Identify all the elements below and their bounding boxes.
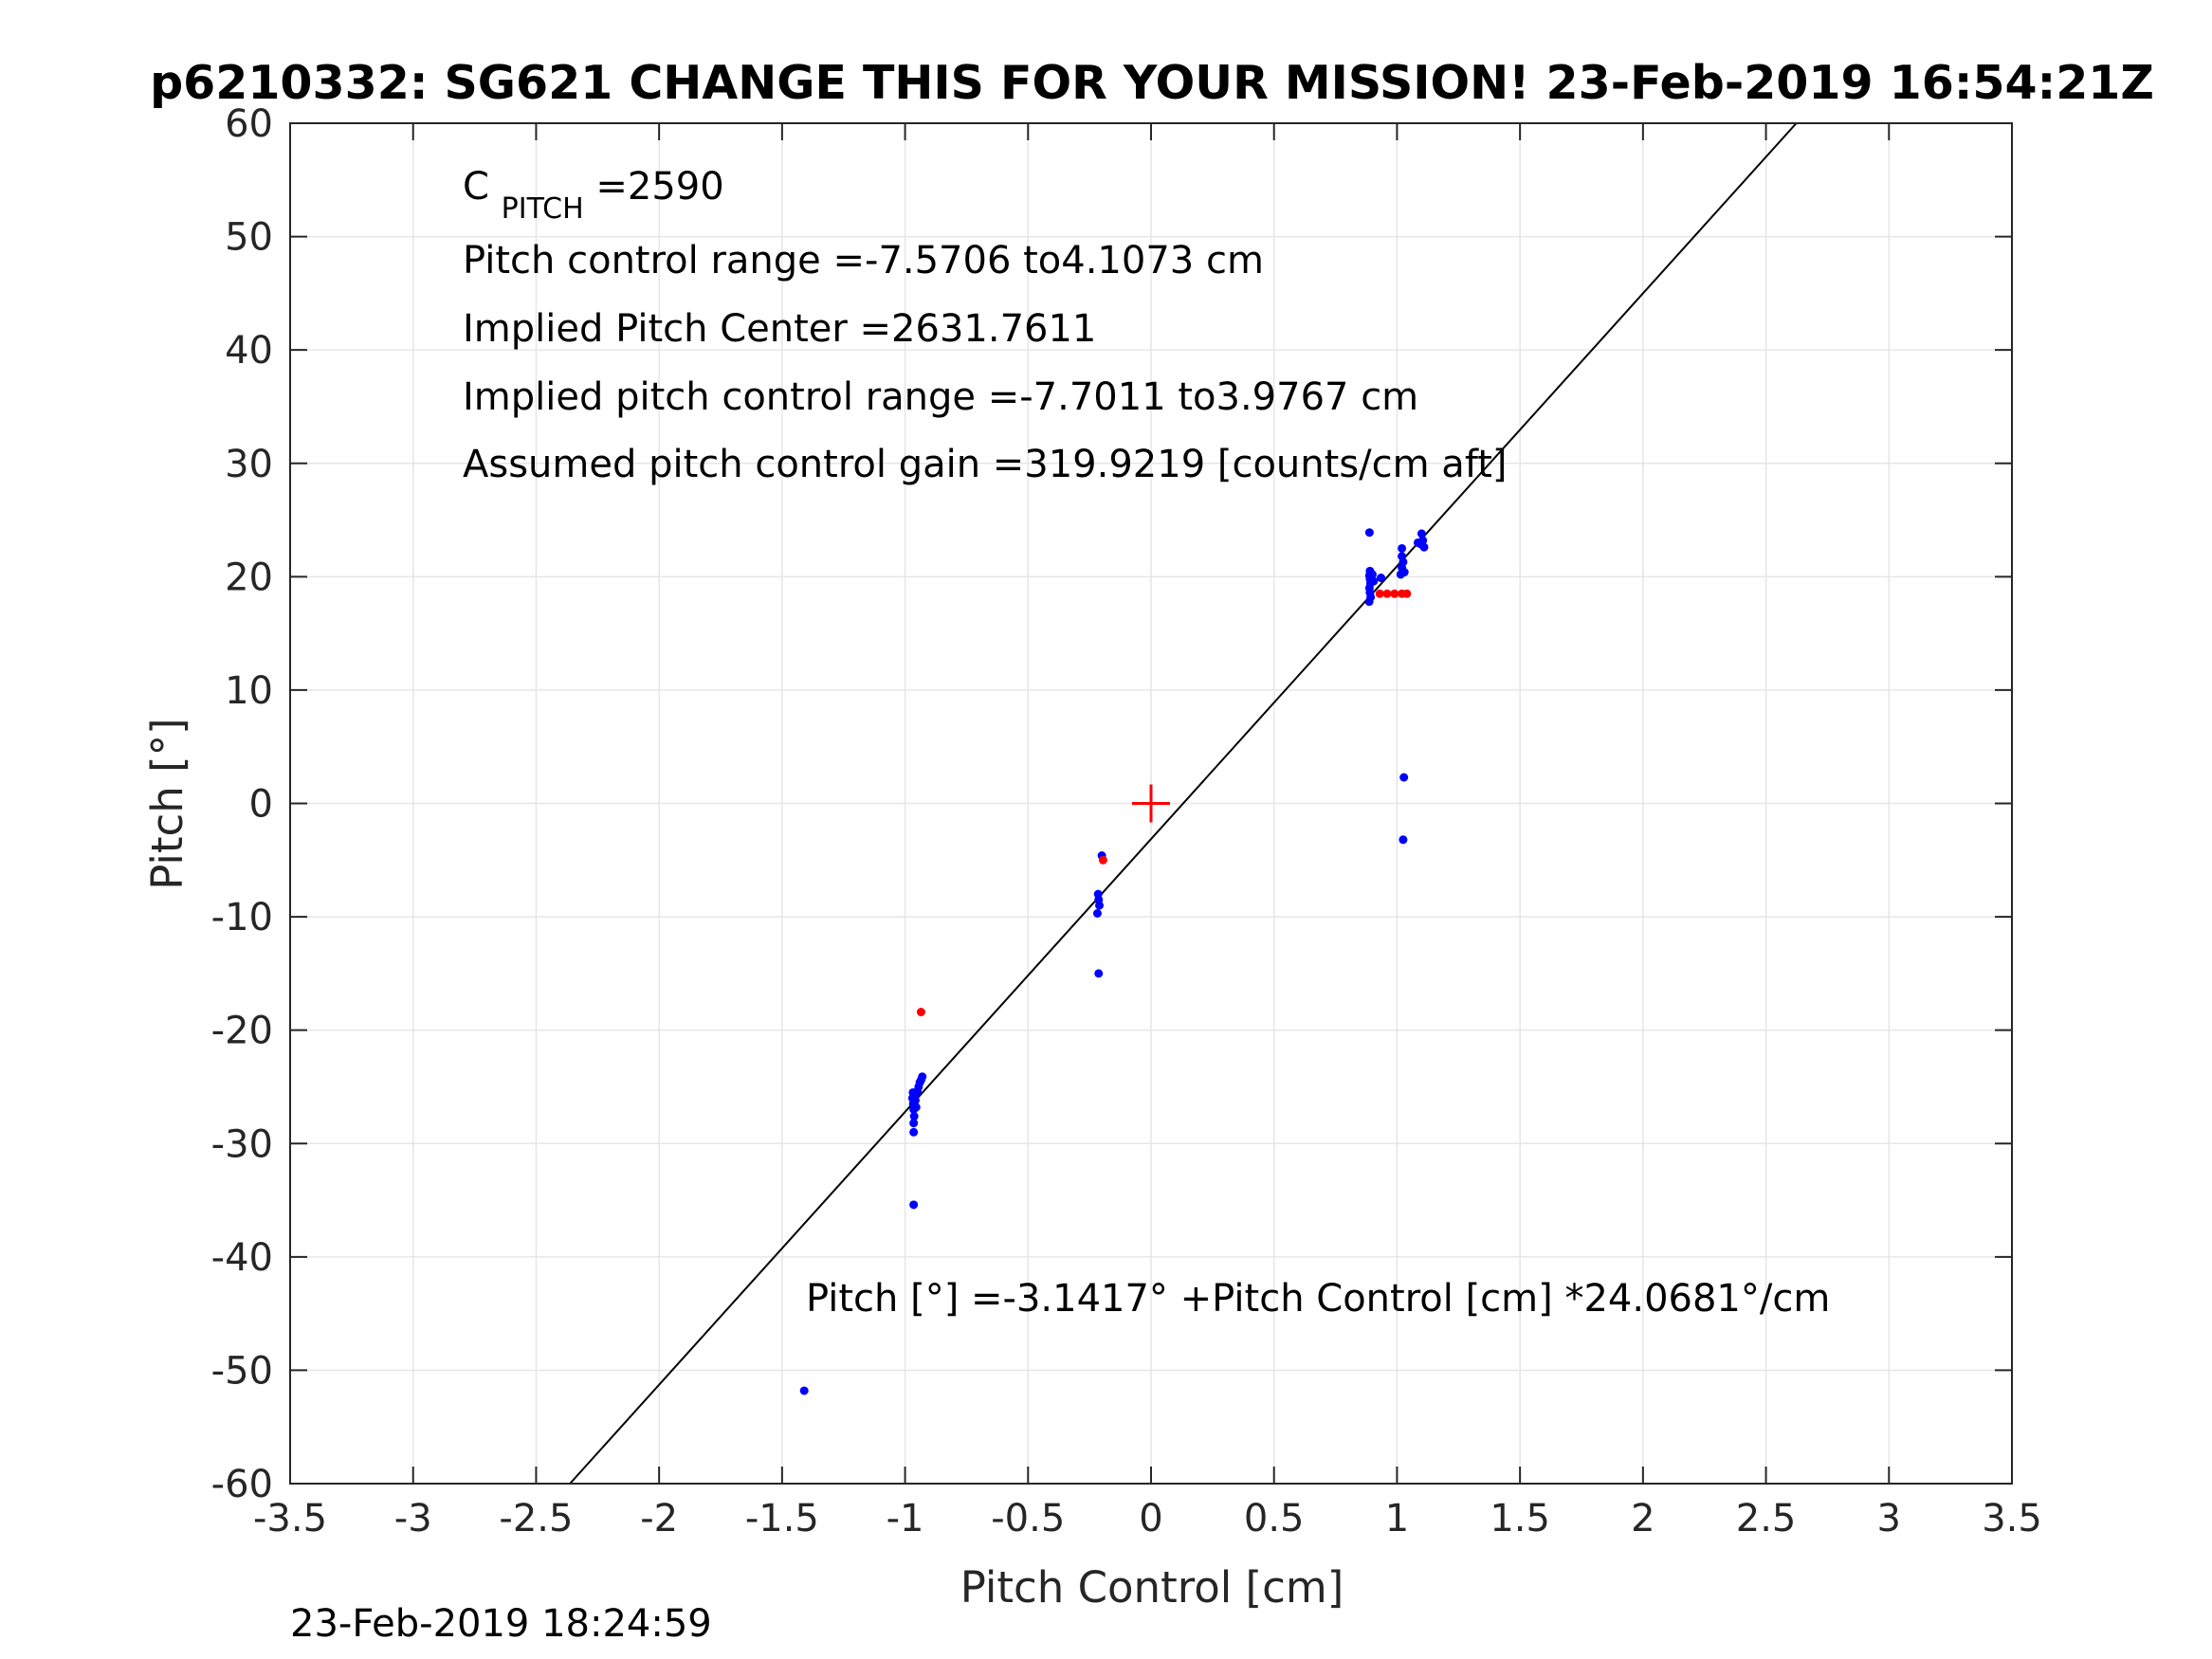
pitch-range-annotation: Pitch control range =-7.5706 to4.1073 cm <box>463 239 1264 283</box>
blue-data-point <box>911 1103 921 1112</box>
blue-data-point <box>1369 576 1379 586</box>
blue-data-point <box>1398 543 1407 553</box>
blue-data-point <box>1377 574 1386 583</box>
annotations: C PITCH =2590 Pitch control range =-7.57… <box>463 165 1830 1321</box>
y-tick-label: -10 <box>211 896 273 939</box>
blue-data-point <box>1419 542 1429 552</box>
blue-data-point <box>1399 773 1409 782</box>
blue-data-point <box>1417 529 1426 538</box>
x-tick-label: 3 <box>1877 1497 1901 1540</box>
c-pitch-subscript: PITCH <box>502 192 584 226</box>
x-tick-label: 0.5 <box>1244 1497 1305 1540</box>
y-tick-label: 60 <box>225 102 273 146</box>
chart-title: p6210332: SG621 CHANGE THIS FOR YOUR MIS… <box>150 56 2154 110</box>
implied-range-annotation: Implied pitch control range =-7.7011 to3… <box>463 375 1418 419</box>
blue-data-point <box>909 1112 919 1121</box>
pitch-center-annotation: Implied Pitch Center =2631.7611 <box>463 307 1096 351</box>
y-tick-label: 50 <box>225 216 273 260</box>
x-tick-label: 0 <box>1139 1497 1162 1540</box>
x-tick-label: 2.5 <box>1736 1497 1797 1540</box>
blue-data-point <box>909 1119 919 1128</box>
c-pitch-annotation: C PITCH =2590 <box>463 165 724 228</box>
blue-data-point <box>1092 908 1102 918</box>
x-tick-label: 1 <box>1385 1497 1409 1540</box>
c-pitch-main: C <box>463 165 489 209</box>
y-tick-label: -50 <box>211 1349 273 1393</box>
x-tick-label: -3.5 <box>253 1497 327 1540</box>
y-tick-label: -30 <box>211 1122 273 1166</box>
y-tick-label: -40 <box>211 1236 273 1280</box>
blue-data-point <box>918 1072 927 1082</box>
blue-data-point <box>1094 969 1104 978</box>
footer-timestamp: 23-Feb-2019 18:24:59 <box>290 1602 712 1646</box>
fit-equation-annotation: Pitch [°] =-3.1417° +Pitch Control [cm] … <box>806 1277 1830 1321</box>
c-pitch-value: =2590 <box>595 165 723 209</box>
x-tick-label: 2 <box>1631 1497 1654 1540</box>
blue-data-point <box>1364 597 1374 607</box>
blue-data-point <box>1095 901 1105 910</box>
blue-data-point <box>909 1127 919 1137</box>
y-tick-label: -20 <box>211 1010 273 1053</box>
red-data-point <box>1402 589 1412 598</box>
x-tick-label: -2 <box>640 1497 678 1540</box>
x-tick-label: 1.5 <box>1490 1497 1550 1540</box>
blue-data-point <box>910 1096 920 1105</box>
y-tick-label: 10 <box>225 669 273 713</box>
blue-data-point <box>799 1386 809 1395</box>
x-tick-label: -0.5 <box>991 1497 1065 1540</box>
y-tick-label: 0 <box>249 783 273 827</box>
x-tick-label: -1 <box>887 1497 924 1540</box>
y-tick-label: 40 <box>225 329 273 373</box>
x-tick-label: 3.5 <box>1982 1497 2042 1540</box>
y-axis-label: Pitch [°] <box>142 718 192 889</box>
blue-data-point <box>1398 835 1408 845</box>
y-tick-labels: -60 -50 -40 -30 -20 -10 0 10 20 30 40 50 60 <box>211 102 273 1506</box>
gain-annotation: Assumed pitch control gain =319.9219 [co… <box>463 443 1507 486</box>
fit-line <box>569 123 1798 1484</box>
y-tick-label: 30 <box>225 443 273 486</box>
x-tick-label: -1.5 <box>745 1497 819 1540</box>
blue-data-point <box>1367 570 1377 579</box>
blue-data-point <box>1413 538 1422 547</box>
blue-data-point <box>1396 570 1405 579</box>
center-marker <box>1132 784 1170 823</box>
blue-data-point <box>1364 528 1374 538</box>
x-tick-label: -2.5 <box>499 1497 573 1540</box>
y-tick-label: 20 <box>225 556 273 599</box>
x-tick-labels: -3.5 -3 -2.5 -2 -1.5 -1 -0.5 0 0.5 1 1.5 2 2.5 3 3.5 <box>253 1497 2042 1540</box>
red-data-point <box>1375 589 1384 598</box>
axes-box <box>289 122 2013 1485</box>
y-tick-label: -60 <box>211 1463 273 1506</box>
fit-line-group <box>569 123 1798 1484</box>
x-tick-label: -3 <box>394 1497 432 1540</box>
red-data-point <box>1098 855 1107 865</box>
data-points <box>799 528 1429 1395</box>
red-data-point <box>1390 589 1399 598</box>
blue-data-point <box>909 1200 919 1210</box>
x-axis-label: Pitch Control [cm] <box>960 1562 1344 1613</box>
red-data-point <box>1382 589 1392 598</box>
red-data-point <box>916 1008 925 1017</box>
